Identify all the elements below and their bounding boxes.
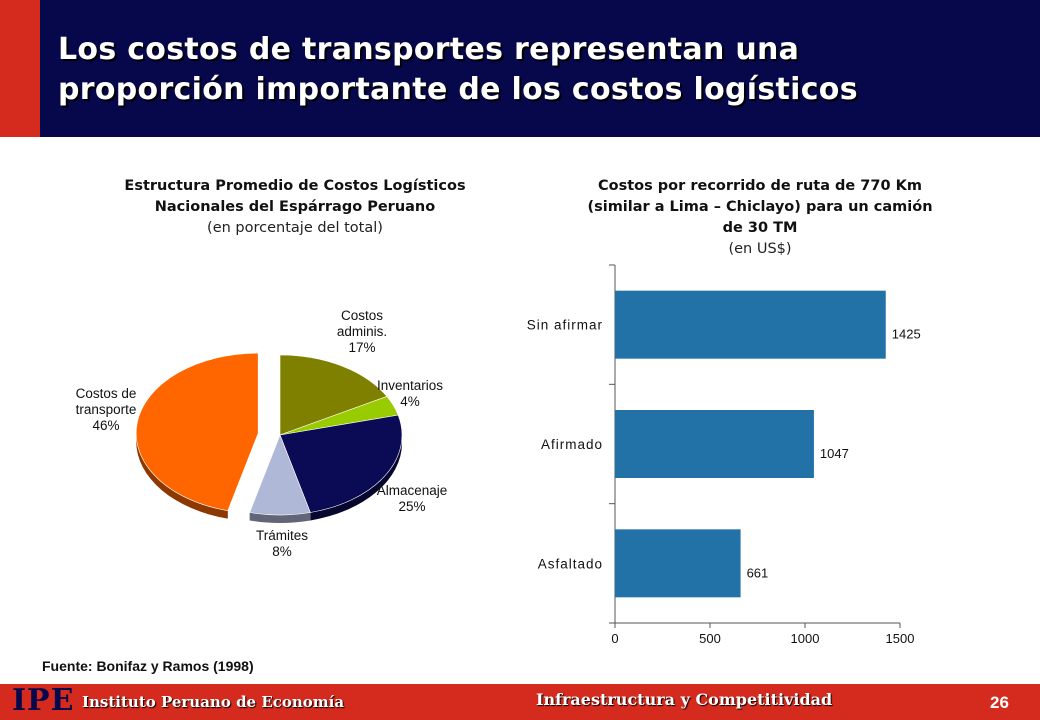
pie-chart-title: Estructura Promedio de Costos Logísticos… — [124, 178, 466, 215]
bar-x-tick-label-1: 500 — [699, 631, 721, 646]
slide-title-line-2: proporción importante de los costos logí… — [58, 72, 858, 107]
pie-label-4: Costos de transporte 46% — [76, 386, 137, 433]
pie-chart-subtitle: (en porcentaje del total) — [207, 220, 383, 236]
pie-slice-side-2 — [310, 435, 402, 521]
ipe-logo: IPE — [12, 683, 75, 718]
bar-category-label-2: Asfaltado — [538, 556, 603, 571]
pie-slice-3 — [249, 434, 311, 523]
source-note: Fuente: Bonifaz y Ramos (1998) — [42, 658, 254, 674]
pie-chart: Costos adminis. 17% Inventarios 4% Almacenaje… — [76, 308, 448, 559]
pie-label-3: Trámites 8% — [256, 528, 308, 559]
title-accent-bar — [0, 0, 40, 137]
bar-category-label-0: Sin afirmar — [527, 318, 603, 333]
bar-x-tick-label-3: 1500 — [886, 631, 915, 646]
pie-slice-0 — [279, 354, 388, 436]
footer-section-title: Infraestructura y Competitividad — [536, 690, 833, 709]
bar-x-tick-label-2: 1000 — [791, 631, 820, 646]
slide-title-line-1: Los costos de transportes representan un… — [58, 32, 800, 67]
pie-label-2: Almacenaje 25% — [377, 483, 448, 514]
pie-slice-top-0 — [279, 354, 388, 436]
pie-slice-top-4 — [135, 352, 259, 512]
footer-band — [0, 684, 1040, 720]
bar-chart-title: Costos por recorrido de ruta de 770 Km (… — [587, 178, 933, 236]
bar-0 — [615, 290, 886, 359]
pie-slice-top-3 — [249, 434, 311, 516]
bar-value-label-0: 1425 — [892, 327, 921, 342]
pie-label-1: Inventarios 4% — [377, 378, 443, 409]
pie-slice-top-2 — [279, 414, 403, 513]
bar-chart-subtitle: (en US$) — [728, 241, 792, 257]
bar-chart-caption: Costos por recorrido de ruta de 770 Km (… — [575, 176, 945, 260]
pie-slice-side-4 — [136, 433, 228, 519]
bar-value-label-2: 661 — [747, 565, 769, 580]
page-number: 26 — [990, 693, 1009, 712]
bar-1 — [615, 410, 814, 478]
bar-value-label-1: 1047 — [820, 446, 849, 461]
pie-chart-caption: Estructura Promedio de Costos Logísticos… — [80, 176, 510, 239]
bar-x-tick-label-0: 0 — [611, 631, 618, 646]
pie-slice-2 — [279, 414, 403, 521]
bar-2 — [615, 529, 741, 598]
pie-slice-side-3 — [249, 512, 311, 523]
pie-slice-4 — [135, 352, 259, 519]
pie-label-0: Costos adminis. 17% — [337, 308, 387, 355]
bar-chart: Sin afirmar 1425 Afirmado 1047 Asfaltado 661 0… — [527, 264, 921, 646]
slide-title: Los costos de transportes representan un… — [58, 30, 1018, 110]
footer-organization: Instituto Peruano de Economía — [82, 693, 345, 711]
title-band — [0, 0, 1040, 137]
bar-category-label-1: Afirmado — [541, 437, 603, 452]
